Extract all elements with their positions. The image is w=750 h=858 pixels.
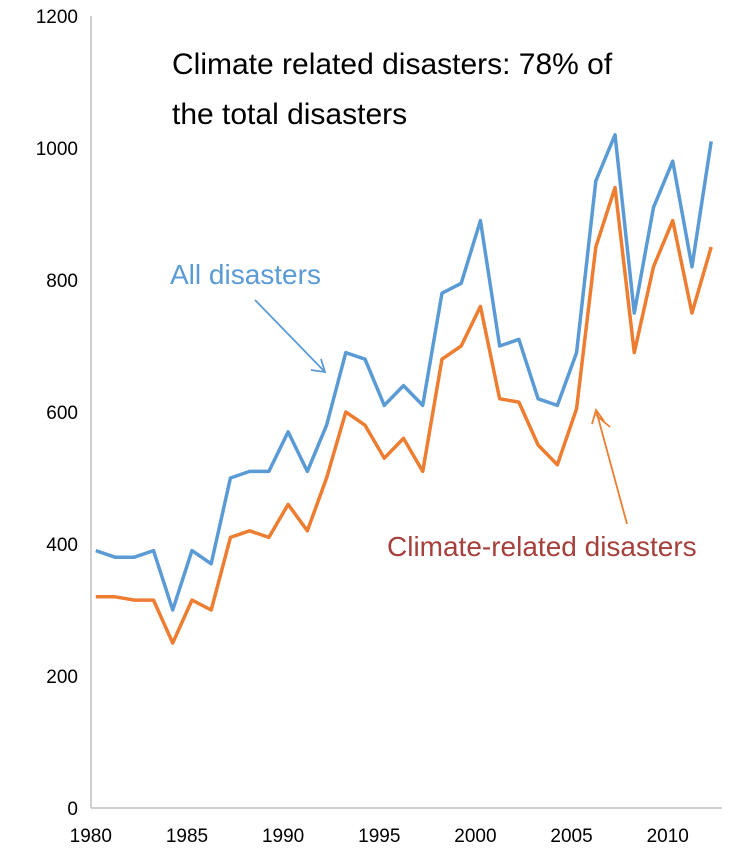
chart-title-line-2: the total disasters xyxy=(172,98,407,131)
y-tick-labels: 0 200 400 600 800 1000 1200 xyxy=(36,7,78,820)
x-tick-label: 1990 xyxy=(262,826,304,847)
x-tick-label: 1980 xyxy=(70,826,112,847)
axes xyxy=(90,16,722,809)
all-disasters-arrow xyxy=(254,299,327,374)
x-tick-label: 2000 xyxy=(454,826,496,847)
series-layer xyxy=(95,133,713,645)
y-tick-label: 1000 xyxy=(36,139,78,160)
climate-related-arrow-1 xyxy=(591,407,628,525)
y-tick-label: 200 xyxy=(46,667,78,688)
y-tick-label: 1200 xyxy=(36,7,78,28)
climate-related-arrow-2 xyxy=(595,414,611,428)
series-line-all-disasters xyxy=(95,133,713,612)
x-tick-label: 2010 xyxy=(647,826,689,847)
y-tick-label: 0 xyxy=(67,799,78,820)
x-tick-label: 2005 xyxy=(550,826,592,847)
x-tick-label: 1985 xyxy=(166,826,208,847)
annotation-climate-related-disasters: Climate-related disasters xyxy=(387,531,697,562)
y-tick-label: 400 xyxy=(46,535,78,556)
x-tick-labels: 1980 1985 1990 1995 2000 2005 2010 xyxy=(70,826,689,847)
x-tick-label: 1995 xyxy=(358,826,400,847)
chart-title-line-1: Climate related disasters: 78% of xyxy=(172,48,613,81)
y-tick-label: 800 xyxy=(46,271,78,292)
series-line-climate-related-disasters xyxy=(95,185,713,645)
annotation-all-disasters: All disasters xyxy=(170,259,321,290)
y-tick-label: 600 xyxy=(46,403,78,424)
